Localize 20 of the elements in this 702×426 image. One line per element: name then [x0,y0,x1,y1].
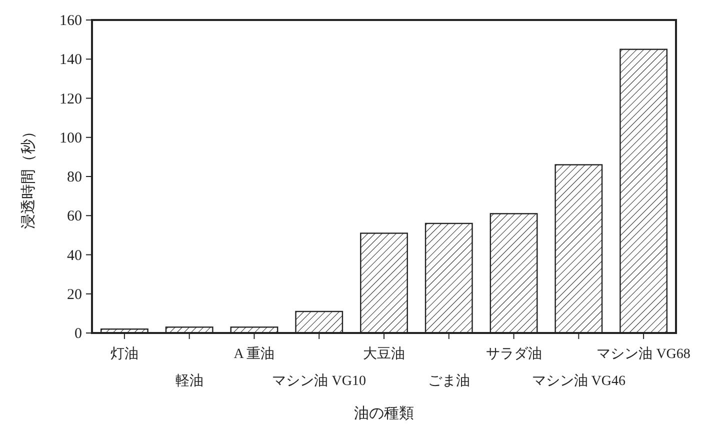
x-tick-label: ごま油 [428,373,470,389]
y-tick-label: 40 [67,248,82,264]
x-tick-label: 軽油 [175,373,204,389]
y-tick-label: 160 [60,13,82,29]
y-tick-label: 140 [60,52,82,68]
y-tick-label: 0 [74,326,82,342]
x-tick-label: 大豆油 [363,346,405,362]
x-tick-label: サラダ油 [486,346,542,362]
y-tick-label: 60 [67,208,82,225]
x-tick-label: 灯油 [110,346,138,362]
y-tick-label: 20 [67,286,82,303]
x-tick-label: マシン油 VG68 [596,346,690,362]
y-tick-label: 100 [60,130,82,146]
x-tick-label: マシン油 VG46 [532,373,626,389]
x-tick-label: A 重油 [234,346,275,362]
y-tick-label: 120 [60,91,82,108]
x-tick-label: マシン油 VG10 [272,373,366,389]
y-tick-label: 80 [67,170,82,186]
x-axis-title: 油の種類 [354,405,414,422]
y-axis-title: 浸透時間（秒） [20,124,37,229]
